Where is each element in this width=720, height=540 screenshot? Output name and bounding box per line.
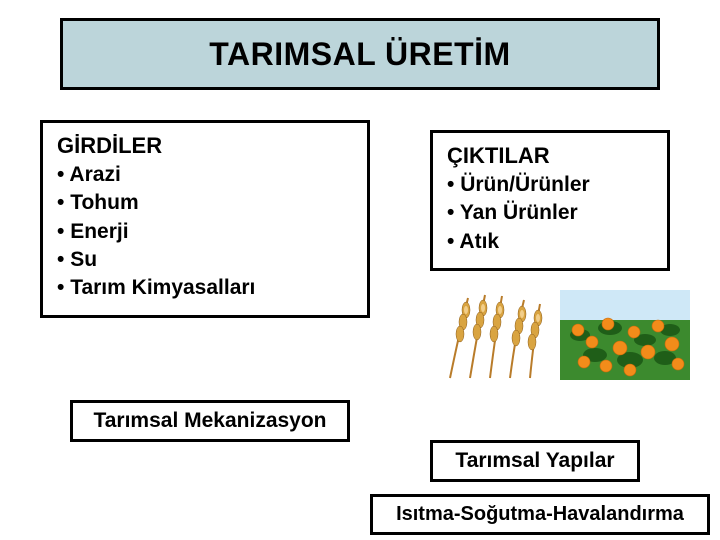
outputs-item-2-label: Atık — [459, 230, 499, 253]
inputs-item-0-label: Arazi — [69, 163, 120, 186]
wheat-icon — [430, 290, 550, 380]
inputs-item-1: • Tohum — [57, 189, 353, 217]
inputs-item-1-label: Tohum — [70, 191, 138, 214]
inputs-item-4-label: Tarım Kimyasalları — [70, 276, 255, 299]
wheat-image — [430, 290, 550, 380]
inputs-box: GİRDİLER • Arazi • Tohum • Enerji • Su •… — [40, 120, 370, 318]
structures-box: Tarımsal Yapılar — [430, 440, 640, 482]
inputs-item-2: • Enerji — [57, 218, 353, 246]
structures-label: Tarımsal Yapılar — [443, 449, 627, 473]
outputs-box: ÇIKTILAR • Ürün/Ürünler • Yan Ürünler • … — [430, 130, 670, 271]
orange-tree-image — [560, 290, 690, 380]
hvac-box: Isıtma-Soğutma-Havalandırma — [370, 494, 710, 535]
mechanization-label: Tarımsal Mekanizasyon — [83, 409, 337, 433]
inputs-item-4: • Tarım Kimyasalları — [57, 274, 353, 302]
inputs-item-2-label: Enerji — [70, 220, 128, 243]
outputs-item-0-label: Ürün/Ürünler — [460, 173, 590, 196]
mechanization-box: Tarımsal Mekanizasyon — [70, 400, 350, 442]
outputs-item-1-label: Yan Ürünler — [460, 201, 578, 224]
outputs-heading: ÇIKTILAR — [447, 143, 653, 169]
outputs-item-0: • Ürün/Ürünler — [447, 171, 653, 199]
inputs-heading: GİRDİLER — [57, 133, 353, 159]
outputs-item-2: • Atık — [447, 228, 653, 256]
inputs-item-0: • Arazi — [57, 161, 353, 189]
inputs-item-3-label: Su — [70, 248, 97, 271]
outputs-item-1: • Yan Ürünler — [447, 199, 653, 227]
output-images-row — [430, 290, 690, 380]
title-text: TARIMSAL ÜRETİM — [209, 36, 510, 73]
orange-tree-icon — [560, 290, 690, 380]
hvac-label: Isıtma-Soğutma-Havalandırma — [381, 503, 699, 526]
title-box: TARIMSAL ÜRETİM — [60, 18, 660, 90]
inputs-item-3: • Su — [57, 246, 353, 274]
